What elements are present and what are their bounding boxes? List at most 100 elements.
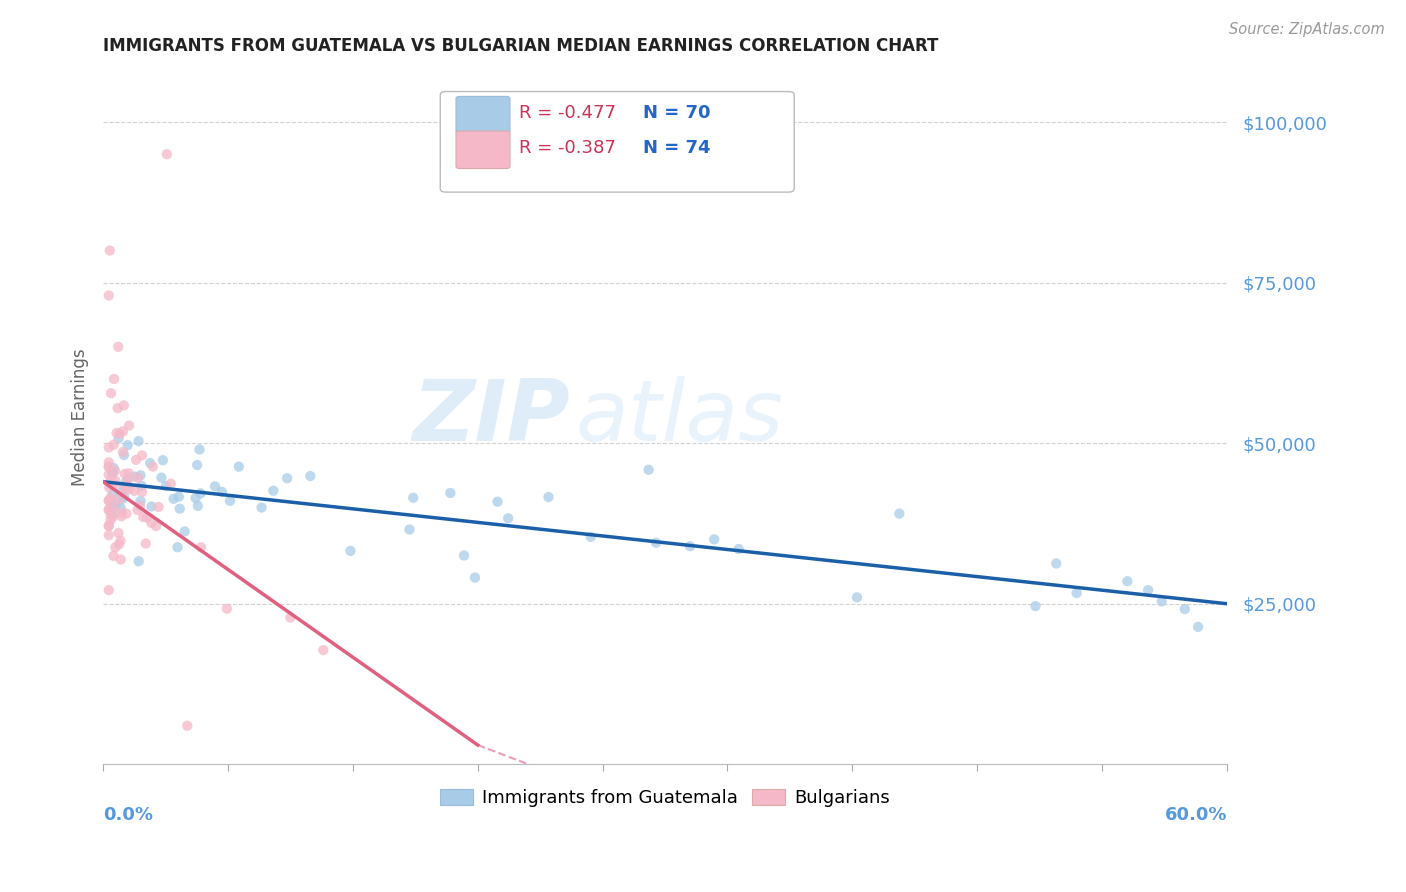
Point [124, 483, 146, 498]
Point [496, 511, 519, 525]
Point [107, 401, 129, 416]
Point [115, 507, 138, 521]
Point [228, 459, 250, 474]
Point [312, 643, 335, 657]
Point [110, 500, 132, 515]
Point [889, 507, 911, 521]
Point [117, 467, 139, 481]
Point [105, 496, 128, 510]
Point [190, 486, 212, 500]
Point [155, 479, 177, 493]
Point [299, 469, 322, 483]
Point [127, 503, 149, 517]
Point [97, 493, 120, 508]
Point [453, 549, 475, 563]
Text: Source: ZipAtlas.com: Source: ZipAtlas.com [1229, 22, 1385, 37]
Point [1187, 620, 1209, 634]
Point [111, 491, 134, 506]
Text: R = -0.387: R = -0.387 [519, 139, 633, 157]
FancyBboxPatch shape [456, 131, 510, 169]
Point [211, 484, 233, 499]
Point [110, 533, 132, 548]
Point [645, 535, 668, 549]
Text: ZIP: ZIP [412, 376, 569, 459]
Point [141, 500, 163, 514]
Point [97, 455, 120, 469]
Point [486, 494, 509, 508]
Point [136, 510, 159, 524]
Point [219, 493, 242, 508]
Point [101, 478, 124, 492]
Point [439, 486, 461, 500]
Point [1066, 586, 1088, 600]
Text: 60.0%: 60.0% [1164, 805, 1227, 824]
Point [1116, 574, 1139, 589]
Point [188, 442, 211, 457]
Point [100, 473, 122, 487]
FancyBboxPatch shape [456, 96, 510, 134]
Point [104, 474, 127, 488]
Point [107, 492, 129, 507]
Point [103, 500, 125, 515]
Point [110, 509, 132, 524]
Point [173, 524, 195, 539]
Point [186, 458, 208, 472]
Y-axis label: Median Earnings: Median Earnings [72, 349, 89, 486]
Point [97, 583, 120, 598]
Point [122, 469, 145, 483]
Point [127, 471, 149, 485]
Point [97, 441, 120, 455]
Point [100, 491, 122, 505]
Point [727, 541, 749, 556]
Point [103, 372, 125, 386]
Point [110, 485, 132, 500]
Point [101, 466, 124, 480]
Point [215, 601, 238, 615]
Text: N = 70: N = 70 [643, 104, 710, 122]
Point [128, 434, 150, 449]
Point [97, 518, 120, 533]
Point [128, 554, 150, 568]
Point [97, 493, 120, 508]
Point [167, 490, 190, 504]
Text: IMMIGRANTS FROM GUATEMALA VS BULGARIAN MEDIAN EARNINGS CORRELATION CHART: IMMIGRANTS FROM GUATEMALA VS BULGARIAN M… [103, 37, 938, 55]
Point [107, 526, 129, 541]
Point [250, 500, 273, 515]
Point [101, 499, 124, 513]
Point [117, 438, 139, 452]
Point [339, 544, 361, 558]
Point [156, 147, 179, 161]
Point [104, 464, 127, 478]
Point [100, 513, 122, 527]
Legend: Immigrants from Guatemala, Bulgarians: Immigrants from Guatemala, Bulgarians [433, 781, 897, 814]
Point [118, 418, 141, 433]
Point [131, 485, 153, 500]
Point [184, 491, 207, 505]
Point [187, 499, 209, 513]
Point [112, 489, 135, 503]
Point [101, 508, 124, 522]
Point [103, 477, 125, 491]
Point [579, 530, 602, 544]
Point [98, 481, 121, 495]
Point [1045, 557, 1067, 571]
Point [107, 431, 129, 445]
Point [114, 467, 136, 481]
Point [846, 591, 869, 605]
Point [262, 483, 284, 498]
Point [103, 549, 125, 563]
Point [100, 386, 122, 401]
Point [537, 490, 560, 504]
Point [131, 449, 153, 463]
Point [129, 468, 152, 483]
Point [159, 476, 181, 491]
Point [103, 461, 125, 475]
Point [97, 459, 120, 474]
Point [176, 719, 198, 733]
Point [101, 509, 124, 524]
Point [104, 541, 127, 555]
Text: R = -0.477: R = -0.477 [519, 104, 633, 122]
Point [398, 523, 420, 537]
Point [97, 528, 120, 542]
Point [190, 541, 212, 555]
